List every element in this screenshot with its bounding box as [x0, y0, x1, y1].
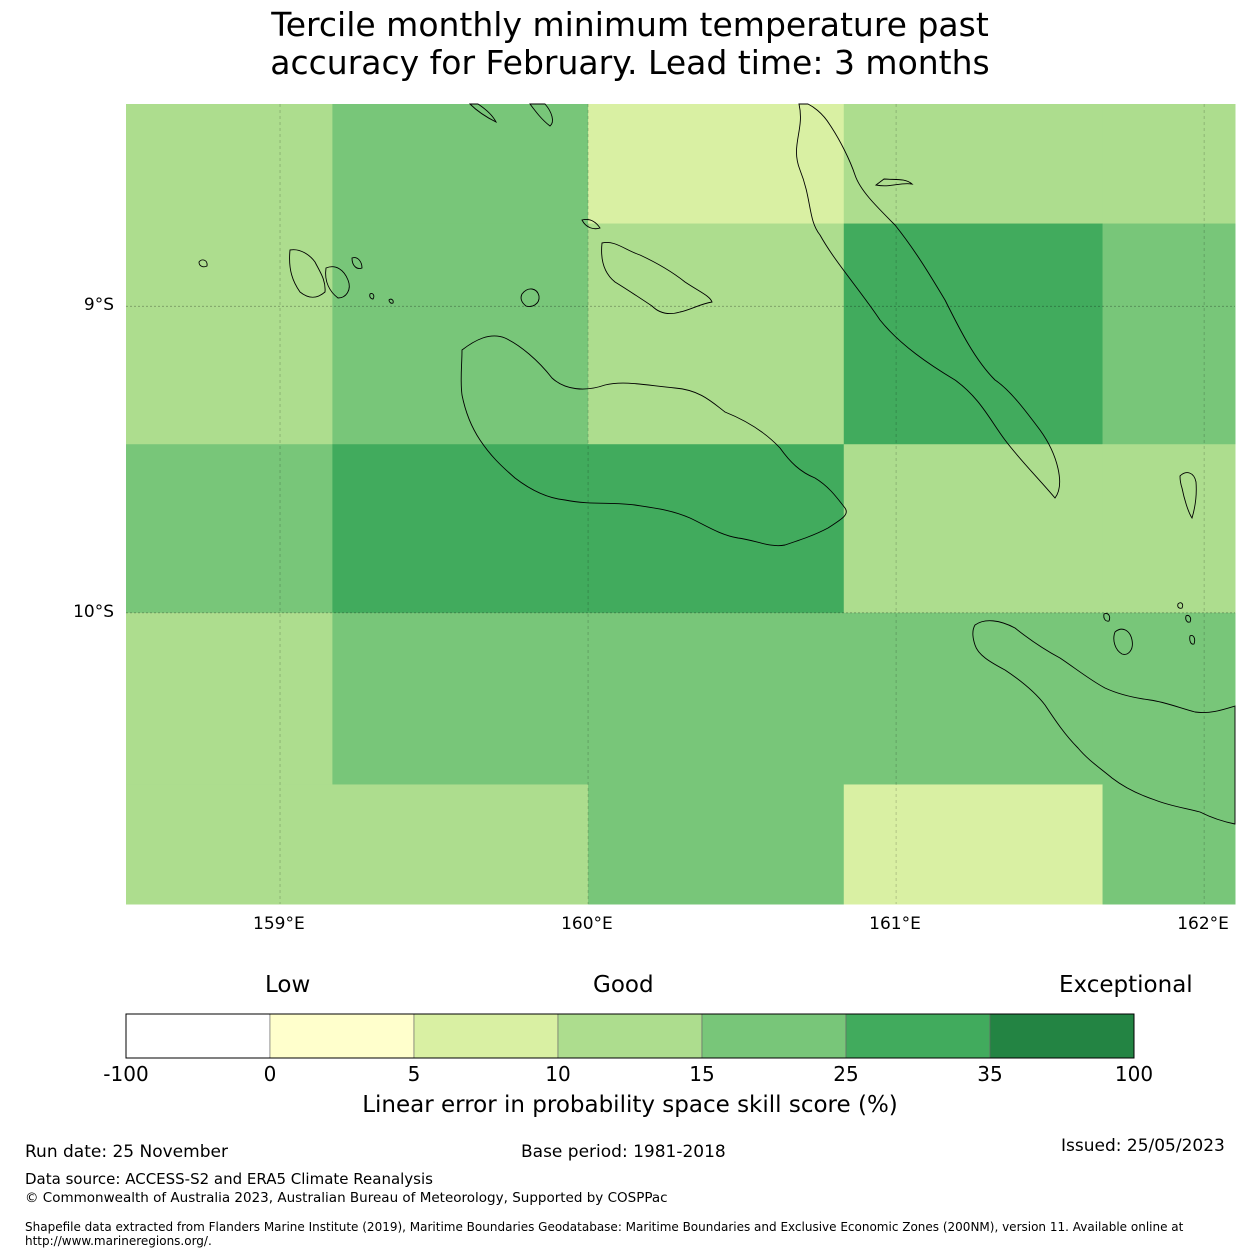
- skill-cell: [588, 104, 845, 225]
- colorbar: [125, 1013, 1135, 1059]
- colorbar-frame: [125, 1013, 1135, 1059]
- skill-cell: [332, 104, 589, 225]
- run-date: Run date: 25 November: [25, 1142, 228, 1162]
- data-source: Data source: ACCESS-S2 and ERA5 Climate …: [25, 1170, 433, 1188]
- skill-cell: [1102, 104, 1236, 225]
- skill-cell: [1102, 612, 1236, 785]
- map-gridlines: [126, 104, 1235, 904]
- coastlines: [198, 103, 1236, 825]
- skill-cell: [843, 104, 1104, 225]
- colorbar-tick: 5: [407, 1062, 421, 1086]
- skill-cell: [843, 784, 1104, 905]
- skill-cell: [126, 612, 333, 785]
- skill-cell: [588, 223, 845, 445]
- skill-cell: [126, 784, 333, 905]
- copyright: © Commonwealth of Australia 2023, Austra…: [25, 1190, 668, 1206]
- colorbar-title: Linear error in probability space skill …: [362, 1092, 898, 1118]
- colorbar-swatch: [557, 1013, 703, 1059]
- colorbar-tick: 15: [689, 1062, 715, 1086]
- lat-tick-label: 10°S: [73, 601, 114, 622]
- skill-cell: [1102, 444, 1236, 614]
- skill-cell: [588, 784, 845, 905]
- lon-tick-label: 159°E: [253, 914, 305, 934]
- lon-tick-label: 160°E: [561, 914, 613, 934]
- skill-cell: [843, 223, 1104, 445]
- skill-cell: [126, 104, 333, 225]
- chart-title: Tercile monthly minimum temperature past…: [0, 6, 1260, 82]
- colorbar-swatch: [413, 1013, 559, 1059]
- skill-cell: [126, 223, 333, 445]
- colorbar-tick: 25: [833, 1062, 859, 1086]
- base-period: Base period: 1981-2018: [521, 1142, 726, 1162]
- lon-tick-label: 162°E: [1177, 914, 1229, 934]
- skill-cell: [1102, 223, 1236, 445]
- colorbar-tick: -100: [103, 1062, 149, 1086]
- colorbar-low-label: Low: [265, 972, 311, 998]
- skill-cell: [332, 444, 589, 614]
- skill-cell: [1102, 784, 1236, 905]
- colorbar-swatch: [125, 1013, 271, 1059]
- colorbar-good-label: Good: [593, 972, 654, 998]
- skill-cell: [588, 444, 845, 614]
- skill-cell: [332, 223, 589, 445]
- title-line-2: accuracy for February. Lead time: 3 mont…: [270, 43, 990, 82]
- skill-cell: [332, 784, 589, 905]
- colorbar-tick: 0: [263, 1062, 277, 1086]
- skill-cell: [332, 612, 589, 785]
- shapefile-credit: Shapefile data extracted from Flanders M…: [25, 1220, 1184, 1248]
- title-line-1: Tercile monthly minimum temperature past: [271, 5, 989, 44]
- skill-grid-cells: [126, 104, 1236, 905]
- skill-cell: [126, 444, 333, 614]
- lon-tick-label: 161°E: [869, 914, 921, 934]
- lat-tick-label: 9°S: [83, 295, 114, 316]
- colorbar-swatch: [845, 1013, 991, 1059]
- skill-cell: [843, 612, 1104, 785]
- skill-cell: [843, 444, 1104, 614]
- colorbar-swatch: [989, 1013, 1135, 1059]
- colorbar-exceptional-label: Exceptional: [1059, 972, 1193, 998]
- skill-cell: [588, 612, 845, 785]
- colorbar-swatch: [269, 1013, 415, 1059]
- colorbar-tick: 10: [545, 1062, 571, 1086]
- colorbar-tick: 35: [977, 1062, 1003, 1086]
- colorbar-tick: 100: [1114, 1062, 1154, 1086]
- colorbar-swatch: [701, 1013, 847, 1059]
- issued-date: Issued: 25/05/2023: [1061, 1136, 1225, 1156]
